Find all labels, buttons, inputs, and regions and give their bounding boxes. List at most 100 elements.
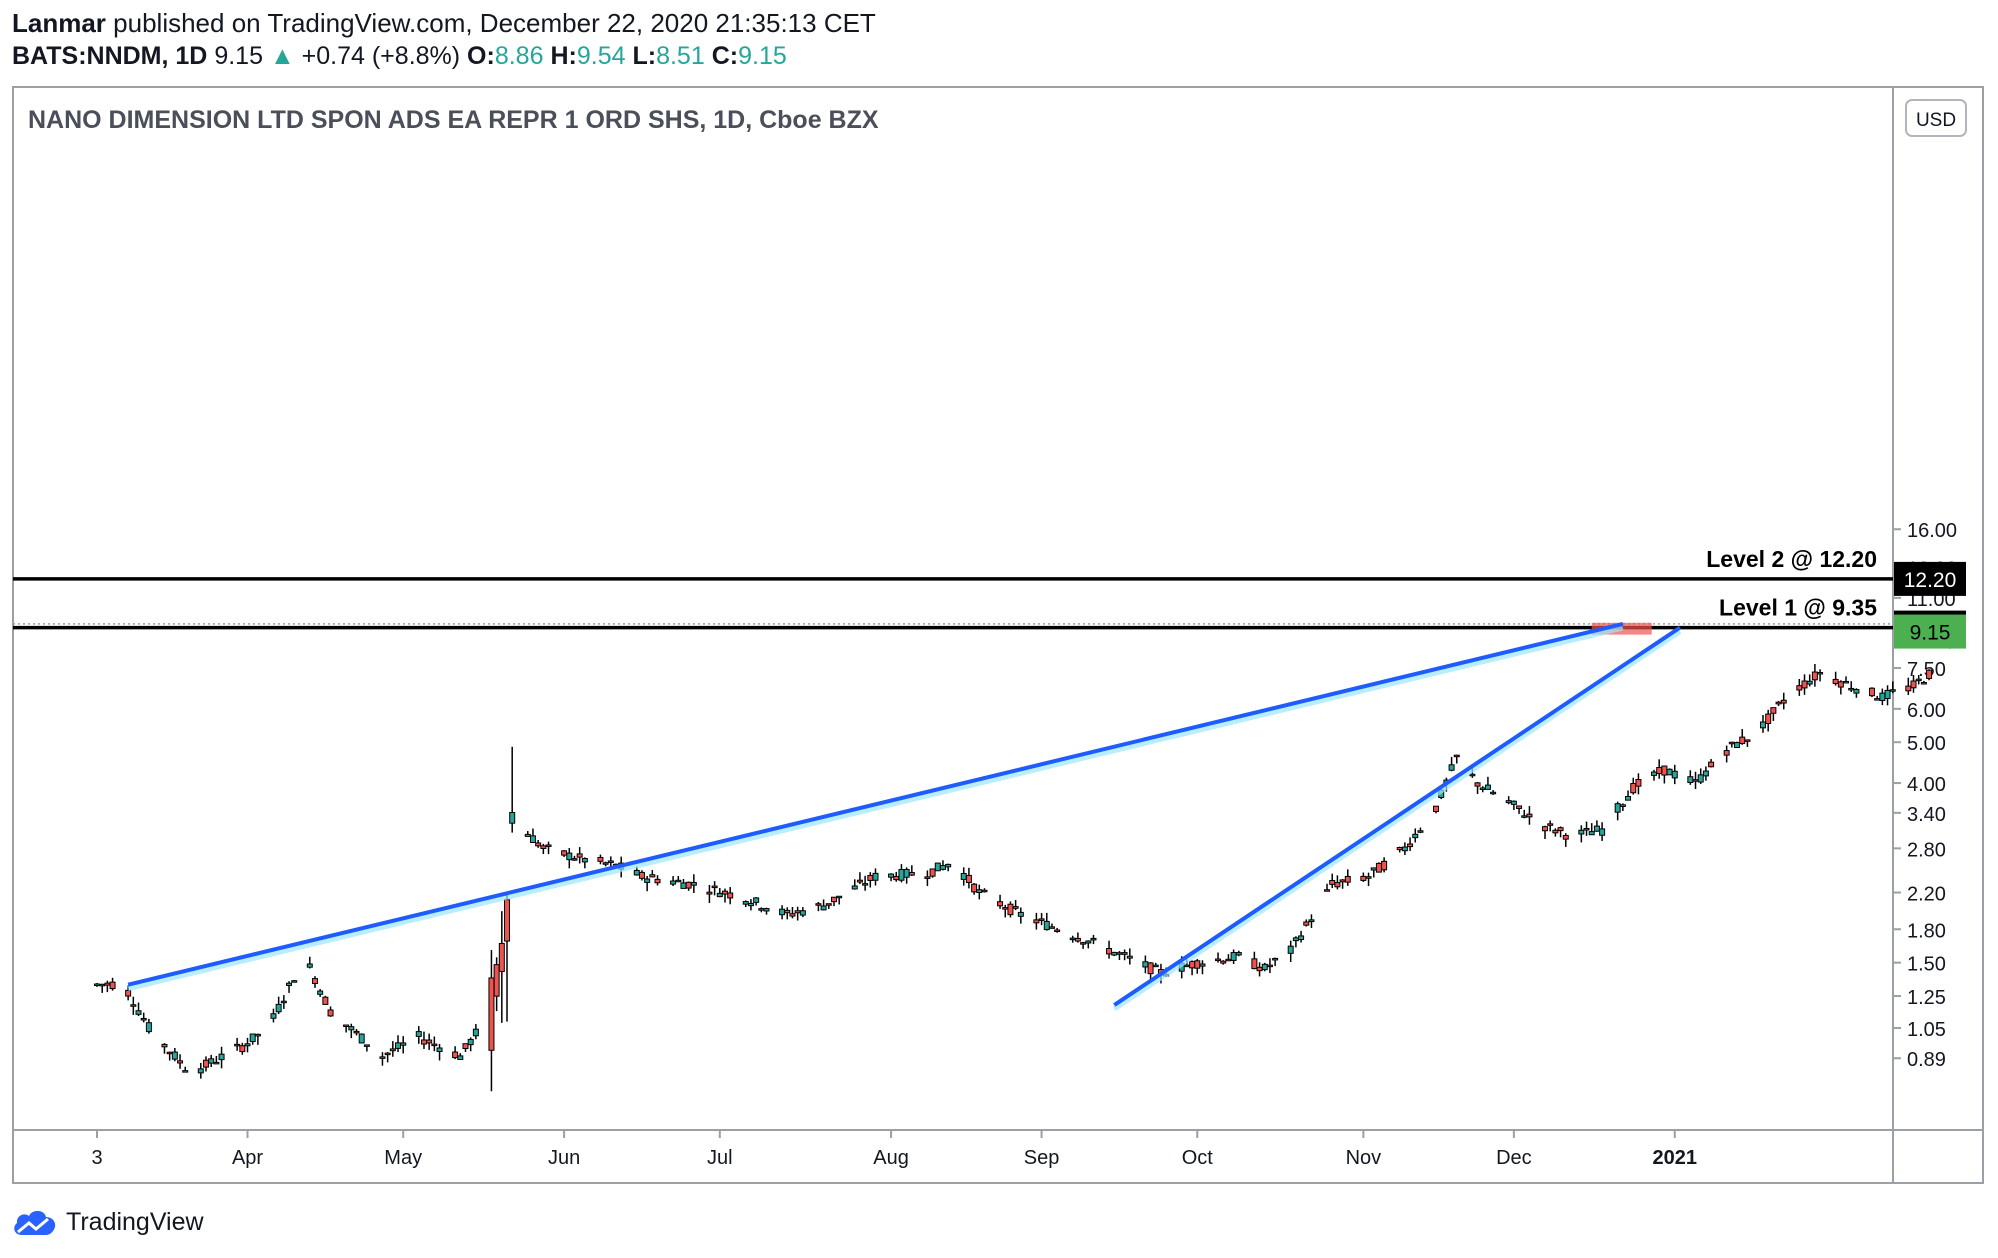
candle-body bbox=[1479, 787, 1486, 790]
chart-title: NANO DIMENSION LTD SPON ADS EA REPR 1 OR… bbox=[28, 106, 879, 134]
candle bbox=[1910, 674, 1917, 693]
candle bbox=[1453, 754, 1460, 764]
last-price: 9.15 bbox=[214, 42, 263, 70]
candle bbox=[140, 1012, 147, 1023]
candle-body bbox=[327, 1009, 334, 1017]
candle bbox=[1505, 796, 1512, 805]
candle bbox=[1121, 949, 1128, 961]
candle-body bbox=[395, 1042, 402, 1049]
candle-body bbox=[711, 885, 718, 889]
candle-body bbox=[602, 862, 609, 865]
candle bbox=[348, 1023, 355, 1039]
candle-body bbox=[763, 908, 770, 912]
price-axis[interactable]: 16.0013.0011.007.506.005.004.003.402.802… bbox=[1893, 520, 1957, 1071]
candle-body bbox=[1759, 721, 1766, 729]
candle-body bbox=[1085, 940, 1092, 944]
candle bbox=[675, 876, 682, 883]
candle-body bbox=[1370, 867, 1377, 871]
candle-body bbox=[1038, 918, 1045, 921]
author-name[interactable]: Lanmar bbox=[12, 8, 106, 38]
candle bbox=[363, 1044, 370, 1052]
candle bbox=[1770, 707, 1777, 721]
currency-label: USD bbox=[1916, 110, 1956, 131]
candle-body bbox=[249, 1033, 256, 1043]
candle bbox=[1116, 951, 1123, 961]
candle-body bbox=[1251, 958, 1258, 970]
candle bbox=[218, 1046, 225, 1069]
trendline-upper[interactable] bbox=[127, 621, 1624, 987]
candle-body bbox=[1324, 889, 1331, 892]
candle-body bbox=[524, 833, 531, 837]
candle-body bbox=[1687, 776, 1694, 784]
candle-body bbox=[311, 978, 318, 985]
candle bbox=[545, 841, 552, 855]
candle bbox=[1448, 756, 1455, 772]
candle bbox=[213, 1055, 220, 1065]
candle-body bbox=[244, 1043, 251, 1047]
candle-body bbox=[903, 868, 910, 878]
level-label: Level 1 @ 9.35 bbox=[1719, 595, 1877, 621]
candle bbox=[1360, 872, 1367, 882]
candle bbox=[420, 1031, 427, 1049]
candle bbox=[898, 864, 905, 883]
candle-body bbox=[856, 879, 863, 883]
candle bbox=[94, 983, 100, 987]
candle bbox=[680, 878, 687, 889]
candle-body bbox=[197, 1068, 204, 1074]
drawings: Level 2 @ 12.20 Level 1 @ 9.35 bbox=[13, 546, 1893, 1012]
candle-body bbox=[1588, 831, 1595, 836]
y-tick-label: 1.80 bbox=[1907, 920, 1946, 942]
candle-body bbox=[1033, 919, 1040, 924]
chart-frame bbox=[12, 86, 1984, 1184]
candle bbox=[1298, 930, 1305, 943]
trendline-lower[interactable] bbox=[1113, 625, 1682, 1007]
candle bbox=[825, 903, 832, 909]
x-tick-label: Jun bbox=[548, 1147, 580, 1169]
candle-body bbox=[254, 1033, 261, 1037]
candle bbox=[597, 854, 604, 865]
candle-body bbox=[1625, 795, 1632, 801]
candle-body bbox=[1651, 771, 1657, 776]
candle bbox=[472, 1023, 479, 1040]
candle bbox=[929, 868, 936, 878]
candle-body bbox=[1526, 813, 1533, 818]
low-label: L: bbox=[632, 42, 657, 70]
candle-body bbox=[415, 1031, 422, 1037]
candle bbox=[1744, 739, 1751, 747]
candle bbox=[1344, 869, 1351, 886]
candle bbox=[311, 976, 318, 988]
candle bbox=[239, 1042, 246, 1055]
candle bbox=[1303, 919, 1310, 927]
candle bbox=[851, 879, 858, 890]
candle bbox=[1583, 821, 1590, 836]
current-price-badge-bg bbox=[1894, 614, 1966, 649]
candle bbox=[1375, 862, 1382, 873]
candle-body bbox=[571, 858, 578, 861]
candle-body bbox=[1074, 937, 1081, 942]
candle bbox=[1074, 932, 1081, 943]
candle-body bbox=[945, 863, 952, 868]
candle bbox=[1547, 820, 1554, 832]
candle bbox=[177, 1054, 184, 1069]
footer-brand[interactable]: TradingView bbox=[66, 1207, 204, 1236]
time-axis[interactable]: 3 Apr May Jun Jul Aug Sep Oct Nov Dec 2021 bbox=[91, 1130, 1697, 1169]
candle bbox=[1837, 680, 1844, 695]
candle-body bbox=[1614, 803, 1621, 813]
candle-body bbox=[716, 892, 723, 898]
currency-button[interactable]: USD bbox=[1905, 99, 1967, 137]
y-tick-label: 1.50 bbox=[1907, 954, 1946, 976]
candle-body bbox=[358, 1033, 365, 1044]
candle bbox=[1007, 901, 1014, 918]
candle-body bbox=[348, 1026, 355, 1031]
candle bbox=[1417, 827, 1424, 834]
low-value: 8.51 bbox=[656, 42, 705, 70]
candle-body bbox=[836, 895, 843, 899]
x-tick-label: Sep bbox=[1024, 1147, 1060, 1169]
candle-body bbox=[384, 1052, 391, 1056]
candle bbox=[1017, 907, 1024, 924]
candle-body bbox=[670, 880, 677, 885]
candle bbox=[306, 956, 313, 969]
candle bbox=[462, 1043, 469, 1052]
y-tick-label: 2.20 bbox=[1907, 884, 1946, 906]
